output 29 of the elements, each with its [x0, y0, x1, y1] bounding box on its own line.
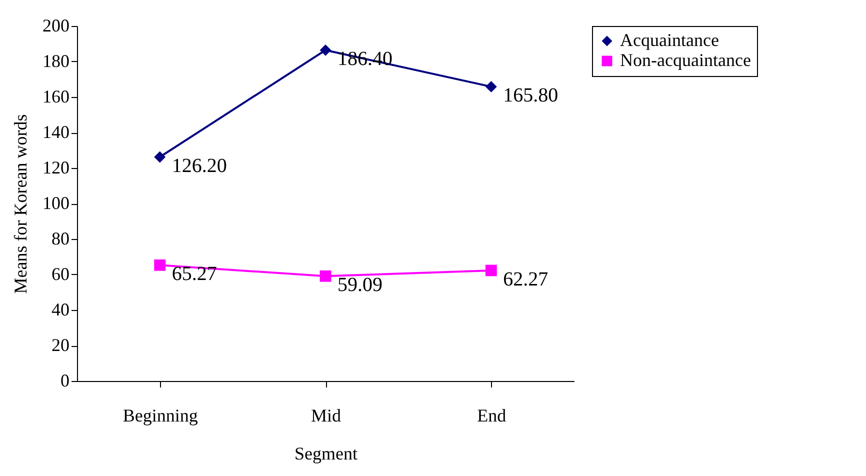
data-label: 65.27 — [172, 263, 217, 286]
point — [154, 151, 166, 163]
point — [320, 270, 332, 282]
data-label: 59.09 — [338, 274, 382, 296]
point — [320, 44, 332, 56]
point — [485, 264, 497, 276]
y-tick-label: 120 — [42, 158, 70, 178]
x-tick-label: End — [477, 406, 506, 426]
data-label: 62.27 — [503, 268, 548, 290]
y-tick-label: 0 — [60, 370, 70, 390]
y-tick-label: 180 — [42, 51, 70, 71]
legend-label: Acquaintance — [620, 30, 719, 50]
data-label: 165.80 — [503, 84, 558, 107]
y-axis-title: Means for Korean words — [10, 114, 30, 294]
y-tick-label: 20 — [52, 335, 70, 355]
y-tick-label: 100 — [42, 193, 70, 213]
x-tick-label: Beginning — [122, 406, 198, 426]
point — [154, 259, 166, 271]
legend-label: Non-acquaintance — [620, 50, 751, 70]
x-tick-label: Mid — [310, 406, 342, 426]
y-tick-label: 160 — [42, 86, 70, 106]
y-tick-label: 140 — [42, 122, 70, 142]
y-tick-label: 80 — [52, 228, 70, 248]
x-axis-title: Segment — [294, 444, 358, 464]
point — [485, 81, 497, 92]
y-tick-label: 40 — [52, 300, 70, 320]
data-label: 126.20 — [172, 154, 227, 177]
y-tick-label: 60 — [52, 264, 70, 284]
y-tick-label: 200 — [42, 16, 70, 36]
